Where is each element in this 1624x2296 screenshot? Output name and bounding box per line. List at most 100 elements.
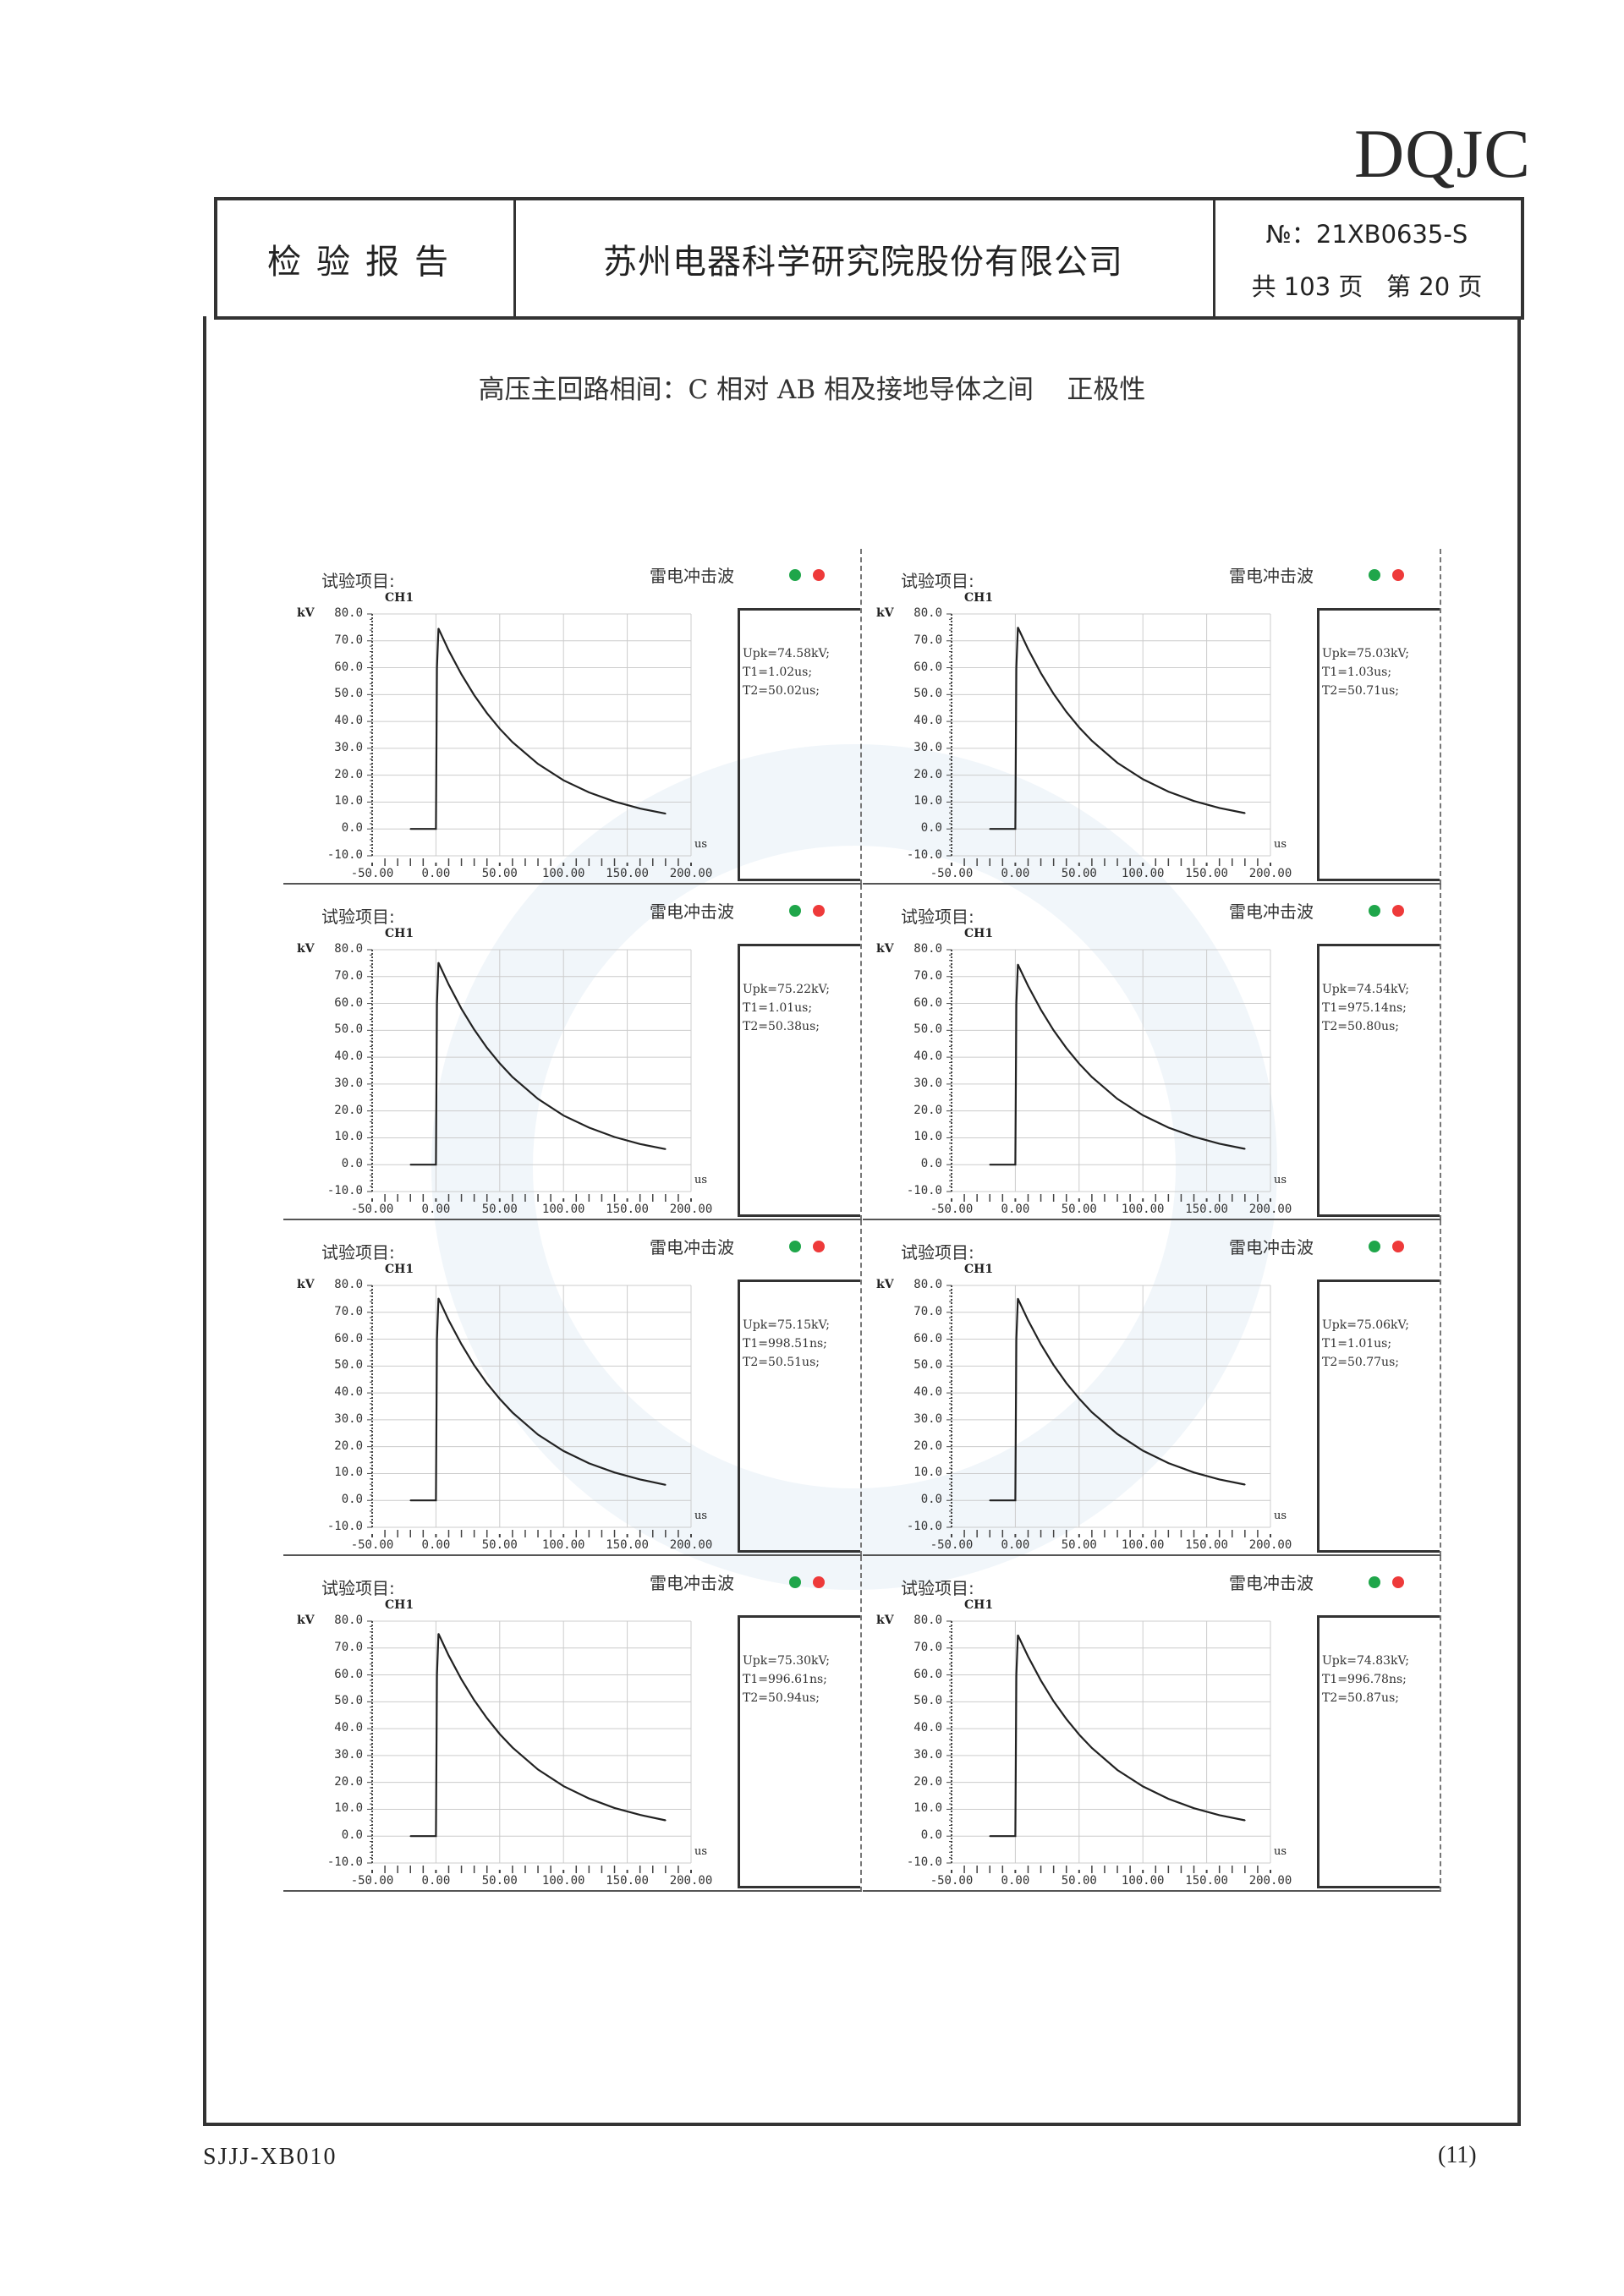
trace-point [460,1343,463,1345]
trace-point [1167,1126,1170,1129]
y-tick-label: 60.0 [334,995,363,1010]
trace-point [588,792,590,793]
waveform-plot [946,613,1271,866]
trace-point [1027,1656,1029,1658]
trace-point [537,1098,539,1100]
trace-point [437,627,440,629]
trace-point [486,712,488,715]
readout-line: T2=50.77us; [1322,1356,1399,1369]
waveform-plot [946,1285,1271,1537]
readout-line: Upk=75.03kV; [1322,647,1409,660]
x-tick-label: 200.00 [669,1538,713,1552]
trace-point [1142,1114,1144,1116]
readout-box: Upk=75.15kV; T1=998.51ns; T2=50.51us; [738,1280,860,1553]
y-unit-label: kV [876,1614,894,1627]
trace-point [512,741,513,743]
channel-label: CH1 [964,1263,994,1276]
y-tick-label: 70.0 [914,968,942,983]
voltage-trace [410,627,667,830]
y-tick-label: 50.0 [914,687,942,701]
red-indicator-icon [813,1241,825,1252]
trace-point [460,1679,463,1680]
trace-point [1015,1338,1018,1340]
readout-line: T1=996.61ns; [743,1673,827,1686]
x-tick-label: 100.00 [1121,867,1165,880]
y-tick-label: 10.0 [914,1466,942,1480]
trace-point [409,1835,412,1838]
y-tick-label: 80.0 [334,1278,363,1291]
trace-point [1244,812,1246,814]
trace-point [1218,807,1221,809]
y-tick-label: 10.0 [334,1466,363,1480]
readout-line: T1=996.78ns; [1322,1673,1407,1686]
x-tick-label: 50.00 [1061,867,1097,880]
y-tick-label: 70.0 [334,968,363,983]
channel-label: CH1 [964,1598,994,1612]
green-indicator-icon [1369,905,1380,917]
report-meta: №：21XB0635-S 共 103 页 第 20 页 [1213,200,1521,316]
trace-point [437,1297,440,1300]
y-tick-label: 0.0 [341,821,363,836]
y-tick-label: 20.0 [914,767,942,781]
waveform-plot [946,949,1271,1202]
readout-line: T2=50.02us; [743,684,820,698]
x-tick-label: 200.00 [1248,1203,1292,1216]
y-tick-label: 30.0 [334,740,363,754]
trace-point [1142,778,1144,781]
x-tick-label: 0.00 [421,867,451,880]
wave-type-label: 雷电冲击波 [1229,901,1314,922]
trace-point [460,1008,463,1010]
trace-point [473,1028,475,1031]
y-tick-label: 10.0 [914,794,942,808]
trace-point [537,1768,539,1771]
y-tick-label: 30.0 [914,1076,942,1090]
x-tick-label: 0.00 [1001,1203,1030,1216]
y-tick-label: 0.0 [341,1157,363,1171]
trace-point [1065,1382,1067,1384]
trace-point [1091,1076,1093,1078]
waveform-panel: 试验项目: 雷电冲击波 CH1 kV us 80.0 70.0 60.0 50.0 40.0 30.… [283,885,862,1220]
trace-point [437,962,440,964]
trace-point [639,1814,641,1816]
trace-point [989,828,991,830]
y-tick-label: 20.0 [914,1103,942,1117]
waveform-plot [946,1620,1271,1873]
trace-point [435,1164,437,1166]
trace-point [1193,800,1195,802]
waveform-panel: 试验项目: 雷电冲击波 CH1 kV us 80.0 70.0 60.0 50.0 40.0 30.… [283,1220,862,1556]
trace-point [473,694,475,696]
trace-point [665,813,667,814]
x-unit-label: us [1274,838,1287,851]
x-tick-label: 150.00 [1185,1538,1228,1552]
channel-label: CH1 [385,1263,414,1276]
y-tick-label: 20.0 [914,1438,942,1453]
trace-point [1052,1029,1055,1032]
x-tick-label: 0.00 [421,1203,451,1216]
green-indicator-icon [789,905,801,917]
y-unit-label: kV [876,942,894,956]
x-tick-label: 200.00 [1248,1538,1292,1552]
trace-point [1244,1483,1246,1486]
trace-point [1193,1471,1195,1473]
y-tick-label: 60.0 [914,1667,942,1681]
trace-point [435,1835,437,1838]
trace-point [512,1076,513,1078]
x-tick-label: -50.00 [930,1203,974,1216]
readout-box: Upk=74.54kV; T1=975.14ns; T2=50.80us; [1317,944,1440,1217]
test-item-label: 试验项目: [901,571,974,591]
trace-point [409,1164,412,1166]
x-tick-label: -50.00 [350,1538,394,1552]
trace-point [1218,1143,1221,1145]
readout-line: Upk=75.30kV; [743,1654,830,1668]
trace-point [512,1411,513,1414]
readout-line: Upk=75.15kV; [743,1318,830,1332]
trace-point [1015,1002,1018,1005]
trace-point [473,1364,475,1367]
waveform-plot [367,949,692,1202]
trace-point [1142,1449,1144,1452]
readout-box: Upk=74.83kV; T1=996.78ns; T2=50.87us; [1317,1615,1440,1888]
x-tick-label: 100.00 [1121,1203,1165,1216]
y-tick-label: 20.0 [334,767,363,781]
trace-point [1116,762,1118,764]
trace-point [447,1319,450,1322]
